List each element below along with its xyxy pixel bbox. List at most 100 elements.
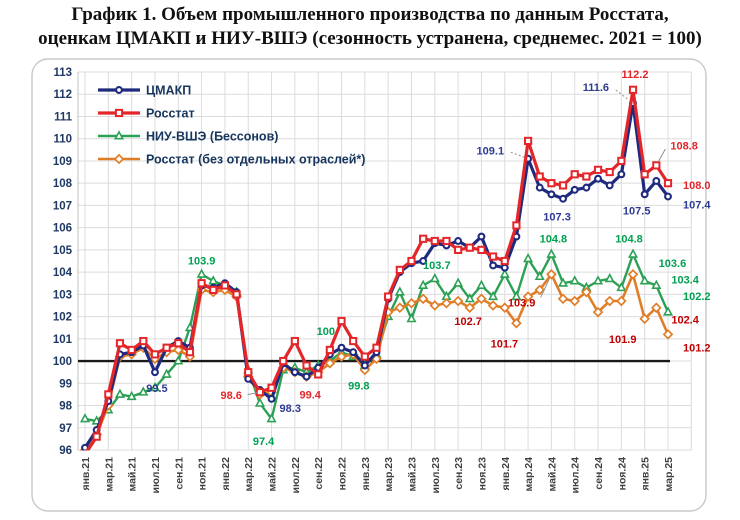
marker-hse-bessonov	[79, 413, 91, 423]
marker-hse-bessonov	[418, 279, 429, 289]
marker-hse-bessonov	[138, 386, 149, 396]
marker-cmakp	[640, 190, 649, 199]
marker-rosstat	[617, 156, 626, 166]
marker-rosstat-excl	[324, 357, 336, 369]
y-tick-label: 98	[59, 401, 72, 413]
marker-hse-bessonov	[453, 277, 464, 287]
chart-frame	[31, 58, 707, 512]
legend-label: Росстат	[146, 107, 195, 121]
legend-label: НИУ-ВШЭ (Бессонов)	[146, 130, 278, 144]
marker-legend-hse-bessonov	[113, 130, 125, 140]
marker-hse-bessonov	[429, 273, 440, 283]
marker-rosstat-excl	[639, 313, 650, 325]
marker-rosstat-excl	[546, 269, 557, 280]
marker-hse-bessonov	[394, 286, 405, 296]
x-tick-label: июл.21	[150, 457, 162, 494]
annotation-label: 112.2	[622, 69, 649, 81]
x-tick-label: янв.21	[80, 457, 92, 491]
marker-hse-bessonov	[254, 397, 265, 407]
x-tick-label: мар.25	[663, 457, 675, 492]
marker-rosstat	[92, 432, 101, 441]
marker-rosstat-excl	[441, 297, 452, 309]
annotation-label: 98.6	[220, 390, 241, 402]
marker-rosstat	[372, 343, 381, 352]
marker-rosstat-excl	[336, 351, 347, 362]
legend-item-rosstat[interactable]: Росстат	[98, 107, 195, 121]
y-tick-label: 112	[53, 89, 72, 101]
marker-rosstat	[593, 165, 603, 174]
marker-cmakp	[419, 257, 428, 265]
marker-cmakp	[349, 348, 358, 357]
production-chart-svg: 96 97 98 99 100 101 102 103 104 105 106 107 108 109 11…	[31, 58, 711, 512]
marker-legend-rosstat	[114, 108, 124, 118]
marker-rosstat	[197, 279, 206, 288]
y-tick-label: 100	[53, 356, 72, 368]
y-axis-labels: 96 97 98 99 100 101 102 103 104 105 106 107 108 109 11…	[53, 67, 73, 457]
marker-rosstat	[220, 281, 230, 290]
marker-cmakp	[570, 185, 579, 194]
y-tick-label: 97	[59, 423, 72, 435]
marker-hse-bessonov	[569, 275, 580, 285]
y-tick-label: 107	[53, 200, 72, 212]
annotation-label: 109.1	[477, 146, 505, 158]
x-tick-label: янв.24	[500, 457, 512, 491]
annotations: 103.9 99.5 98.6 98.3 97.4 99.4 100 99.8 103.7 102…	[146, 69, 711, 448]
marker-rosstat-excl	[464, 302, 476, 313]
marker-hse-bessonov	[208, 275, 219, 285]
marker-cmakp	[477, 232, 486, 241]
y-tick-label: 104	[53, 267, 73, 279]
y-tick-label: 102	[53, 312, 72, 324]
x-tick-label: июл.24	[570, 457, 582, 494]
legend-item-cmakp[interactable]: ЦМАКП	[98, 84, 191, 98]
y-tick-label: 105	[53, 245, 73, 257]
marker-cmakp	[535, 183, 544, 192]
marker-rosstat	[547, 179, 556, 188]
marker-rosstat	[465, 243, 474, 252]
marker-hse-bessonov	[558, 277, 569, 287]
marker-rosstat-excl	[592, 306, 604, 318]
marker-rosstat	[558, 181, 568, 190]
marker-hse-bessonov	[604, 273, 615, 283]
x-tick-label: мар.23	[383, 457, 395, 492]
marker-rosstat	[290, 336, 299, 346]
marker-hse-bessonov	[126, 390, 137, 401]
x-tick-label: сен.24	[593, 457, 605, 490]
annotation-label: 107.4	[683, 200, 711, 212]
legend-item-hse-bessonov[interactable]: НИУ-ВШЭ (Бессонов)	[98, 130, 278, 144]
y-tick-label: 110	[53, 134, 72, 146]
x-tick-label: ноя.24	[616, 457, 628, 491]
marker-cmakp	[454, 237, 463, 245]
marker-rosstat	[279, 356, 288, 366]
legend-item-rosstat-excl[interactable]: Росстат (без отдельных отраслей*)	[98, 153, 365, 167]
marker-hse-bessonov	[464, 293, 475, 303]
marker-rosstat	[337, 316, 346, 326]
marker-legend-cmakp	[115, 86, 123, 94]
y-tick-label: 99	[59, 378, 72, 390]
marker-cmakp	[617, 170, 626, 179]
marker-cmakp	[559, 194, 568, 203]
marker-hse-bessonov	[592, 275, 604, 285]
marker-rosstat-excl	[499, 302, 511, 313]
marker-cmakp	[652, 177, 661, 185]
marker-rosstat	[115, 339, 125, 348]
marker-rosstat	[419, 234, 428, 243]
annotation-label: 101.2	[683, 342, 711, 354]
y-tick-label: 101	[53, 334, 73, 346]
legend-label: ЦМАКП	[146, 84, 191, 98]
marker-rosstat	[454, 245, 463, 254]
marker-hse-bessonov	[651, 279, 662, 289]
marker-hse-bessonov	[616, 281, 627, 292]
y-tick-label: 96	[59, 445, 72, 457]
annotation-label: 104.8	[615, 233, 643, 245]
x-tick-label: июл.23	[430, 457, 442, 494]
annotation-leader	[247, 392, 258, 396]
marker-rosstat	[325, 345, 334, 355]
annotation-label: 101.7	[491, 338, 519, 350]
x-tick-label: сен.21	[173, 457, 185, 490]
x-tick-label: мар.22	[243, 457, 255, 492]
x-tick-label: сен.22	[313, 457, 325, 490]
marker-rosstat-excl	[394, 302, 406, 313]
annotation-label: 98.3	[280, 403, 301, 415]
marker-cmakp	[594, 174, 602, 183]
